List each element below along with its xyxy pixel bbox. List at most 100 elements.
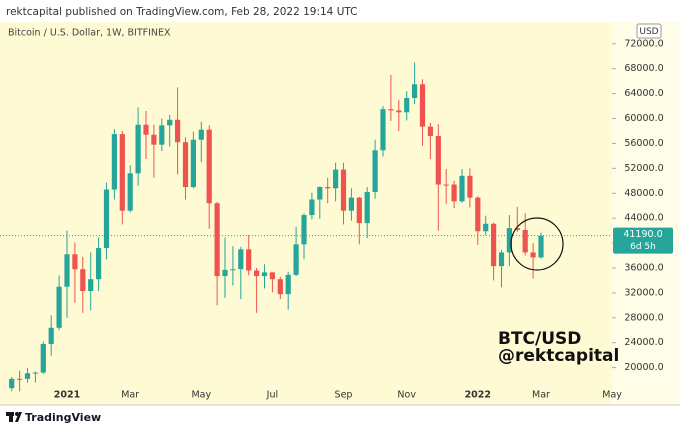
y-tick-label: 48000.0 xyxy=(624,188,663,199)
y-tick-label: 44000.0 xyxy=(624,213,663,224)
candle-body xyxy=(475,197,481,232)
candle-body xyxy=(206,129,212,204)
candle-body xyxy=(435,135,441,185)
candle-body xyxy=(56,286,62,328)
axis-bg xyxy=(612,22,680,405)
tv-logo xyxy=(6,412,22,422)
candle-body xyxy=(238,249,244,270)
candle-body xyxy=(317,187,323,200)
candle-body xyxy=(103,189,110,249)
candle-body xyxy=(72,254,78,270)
y-tick-label: 36000.0 xyxy=(624,262,663,273)
y-tick-label: 60000.0 xyxy=(624,113,663,124)
candle-body xyxy=(467,175,473,198)
candle-body xyxy=(285,274,291,295)
price-label: 41190.0 xyxy=(623,229,662,240)
y-tick-label: 24000.0 xyxy=(624,337,663,348)
candle-body xyxy=(293,244,299,275)
candle-body xyxy=(372,150,378,193)
candle-body xyxy=(530,252,536,258)
candle-body xyxy=(254,270,260,277)
candle-body xyxy=(340,169,347,211)
candle-body xyxy=(277,279,283,295)
x-tick-label: May xyxy=(602,390,622,401)
candle-body xyxy=(388,109,394,111)
candle-body xyxy=(246,249,252,271)
candle-body xyxy=(309,199,315,216)
candle-body xyxy=(325,187,331,189)
x-tick-label: Mar xyxy=(121,390,139,401)
x-tick-label: 2021 xyxy=(54,390,80,401)
y-tick-label: 72000.0 xyxy=(624,38,663,49)
candle-body xyxy=(443,184,449,186)
candle-body xyxy=(159,125,165,145)
y-tick-label: 20000.0 xyxy=(624,362,663,373)
candle-body xyxy=(491,223,497,267)
currency-box xyxy=(636,23,662,39)
candle-body xyxy=(404,97,410,113)
candle-body xyxy=(214,203,220,277)
candle-body xyxy=(32,372,38,374)
candle-body xyxy=(348,197,354,211)
y-tick-label: 56000.0 xyxy=(624,138,663,149)
y-tick-label: 64000.0 xyxy=(624,88,663,99)
candle-body xyxy=(135,124,141,174)
candle-body xyxy=(419,84,426,127)
candle-body xyxy=(198,129,204,140)
candle-body xyxy=(111,134,117,190)
x-tick-label: Jul xyxy=(266,390,278,401)
candle-body xyxy=(538,235,544,258)
candle-body xyxy=(506,228,512,253)
candle-body xyxy=(190,139,196,188)
chart-title: Bitcoin / U.S. Dollar, 1W, BITFINEX xyxy=(8,28,171,39)
candle-body xyxy=(9,378,15,389)
candle-body xyxy=(396,110,402,113)
price-box xyxy=(613,227,673,254)
candle-body xyxy=(24,373,31,379)
plot-bg xyxy=(0,22,612,405)
candle-body xyxy=(175,119,181,143)
candle-body xyxy=(119,134,125,211)
candle-body xyxy=(88,279,94,292)
candle-body xyxy=(80,269,86,292)
x-tick-label: 2022 xyxy=(465,390,491,401)
candle-body xyxy=(427,126,433,136)
annotation: BTC/USD xyxy=(498,329,581,349)
candle-body xyxy=(269,272,275,280)
candle-body xyxy=(96,248,102,280)
candle-body xyxy=(230,269,236,271)
annotation: @rektcapital xyxy=(498,346,619,366)
candle-body xyxy=(261,272,268,277)
footer: TradingView xyxy=(25,411,101,424)
highlight-circle xyxy=(510,217,564,271)
candle-body xyxy=(498,252,505,267)
candle-body xyxy=(483,223,489,232)
countdown: 6d 5h xyxy=(630,242,656,252)
candle-body xyxy=(182,142,189,188)
candle-body xyxy=(151,134,157,145)
x-tick-label: Sep xyxy=(335,390,353,401)
candle-body xyxy=(48,327,54,344)
candle-body xyxy=(459,175,465,202)
candle-body xyxy=(364,192,370,224)
candle-body xyxy=(64,254,70,287)
y-tick-label: 52000.0 xyxy=(624,163,663,174)
candle-body xyxy=(333,169,339,189)
candle-body xyxy=(17,378,23,380)
y-tick-label: 68000.0 xyxy=(624,63,663,74)
y-tick-label: 32000.0 xyxy=(624,287,663,298)
y-tick-label: 28000.0 xyxy=(624,312,663,323)
candle-body xyxy=(222,269,228,277)
candle-body xyxy=(514,228,520,231)
candle-body xyxy=(143,124,149,135)
candle-body xyxy=(127,173,133,211)
header: rektcapital published on TradingView.com… xyxy=(6,6,358,18)
candle-body xyxy=(451,184,457,202)
candle-body xyxy=(301,215,307,245)
candle-body xyxy=(380,109,386,151)
x-tick-label: Mar xyxy=(532,390,550,401)
candle-body xyxy=(167,119,173,126)
currency: USD xyxy=(639,27,658,37)
x-tick-label: Nov xyxy=(397,390,416,401)
candle-body xyxy=(356,197,362,224)
